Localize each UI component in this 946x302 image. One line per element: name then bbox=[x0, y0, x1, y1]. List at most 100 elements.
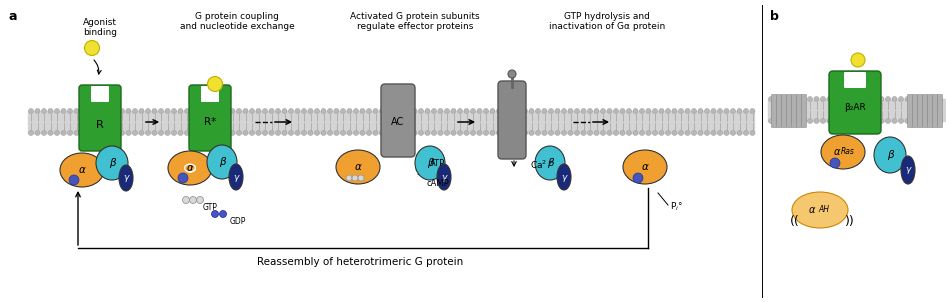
FancyBboxPatch shape bbox=[937, 95, 942, 127]
Circle shape bbox=[587, 130, 592, 136]
Circle shape bbox=[562, 108, 567, 114]
Circle shape bbox=[477, 130, 482, 136]
Circle shape bbox=[262, 108, 268, 114]
Ellipse shape bbox=[874, 137, 906, 173]
Circle shape bbox=[178, 108, 183, 114]
Circle shape bbox=[219, 210, 226, 217]
FancyBboxPatch shape bbox=[381, 84, 415, 157]
Circle shape bbox=[892, 97, 897, 101]
Circle shape bbox=[204, 130, 209, 136]
Circle shape bbox=[535, 130, 540, 136]
Circle shape bbox=[69, 175, 79, 185]
FancyBboxPatch shape bbox=[922, 95, 927, 127]
Circle shape bbox=[230, 130, 235, 136]
Circle shape bbox=[717, 130, 723, 136]
Circle shape bbox=[937, 118, 942, 124]
Text: Ras: Ras bbox=[841, 147, 855, 156]
Circle shape bbox=[653, 130, 657, 136]
Circle shape bbox=[386, 108, 391, 114]
Circle shape bbox=[425, 130, 430, 136]
Ellipse shape bbox=[119, 165, 133, 191]
Circle shape bbox=[191, 108, 196, 114]
FancyBboxPatch shape bbox=[777, 95, 781, 127]
Circle shape bbox=[346, 175, 352, 181]
Circle shape bbox=[412, 130, 417, 136]
Circle shape bbox=[814, 118, 819, 124]
Text: α: α bbox=[641, 162, 648, 172]
Circle shape bbox=[366, 130, 372, 136]
FancyBboxPatch shape bbox=[201, 86, 219, 102]
Circle shape bbox=[35, 108, 40, 114]
Circle shape bbox=[853, 118, 858, 124]
FancyBboxPatch shape bbox=[781, 95, 786, 127]
Circle shape bbox=[918, 97, 923, 101]
Circle shape bbox=[483, 130, 488, 136]
Circle shape bbox=[633, 173, 643, 183]
Circle shape bbox=[217, 108, 222, 114]
Circle shape bbox=[354, 130, 359, 136]
Circle shape bbox=[781, 118, 786, 124]
Circle shape bbox=[788, 118, 793, 124]
Circle shape bbox=[860, 97, 865, 101]
Circle shape bbox=[851, 53, 865, 67]
Circle shape bbox=[132, 108, 137, 114]
Circle shape bbox=[262, 130, 268, 136]
Circle shape bbox=[458, 130, 463, 136]
Circle shape bbox=[84, 40, 99, 56]
Circle shape bbox=[418, 108, 424, 114]
Circle shape bbox=[581, 108, 586, 114]
Circle shape bbox=[568, 108, 573, 114]
Circle shape bbox=[295, 130, 300, 136]
Circle shape bbox=[626, 130, 632, 136]
Circle shape bbox=[808, 97, 813, 101]
Circle shape bbox=[178, 173, 188, 183]
Circle shape bbox=[801, 97, 806, 101]
Circle shape bbox=[406, 108, 411, 114]
Circle shape bbox=[614, 130, 619, 136]
Circle shape bbox=[146, 130, 150, 136]
Circle shape bbox=[159, 108, 164, 114]
Text: R: R bbox=[96, 120, 104, 130]
Circle shape bbox=[211, 108, 216, 114]
Circle shape bbox=[775, 118, 780, 124]
Circle shape bbox=[230, 108, 235, 114]
Circle shape bbox=[781, 97, 786, 101]
Circle shape bbox=[470, 108, 476, 114]
Circle shape bbox=[94, 108, 98, 114]
Circle shape bbox=[119, 108, 125, 114]
Circle shape bbox=[833, 97, 838, 101]
Circle shape bbox=[918, 118, 923, 124]
FancyBboxPatch shape bbox=[927, 95, 933, 127]
Circle shape bbox=[840, 97, 845, 101]
Circle shape bbox=[830, 158, 840, 168]
Circle shape bbox=[28, 130, 33, 136]
Circle shape bbox=[724, 108, 729, 114]
Circle shape bbox=[899, 97, 903, 101]
Circle shape bbox=[717, 108, 723, 114]
Circle shape bbox=[352, 175, 358, 181]
Circle shape bbox=[750, 108, 755, 114]
Circle shape bbox=[302, 130, 307, 136]
Circle shape bbox=[386, 130, 391, 136]
FancyBboxPatch shape bbox=[91, 86, 109, 102]
Circle shape bbox=[393, 108, 397, 114]
Text: ATP: ATP bbox=[430, 159, 446, 168]
Text: GDP: GDP bbox=[230, 217, 246, 226]
Circle shape bbox=[574, 130, 580, 136]
Circle shape bbox=[207, 76, 222, 92]
FancyBboxPatch shape bbox=[79, 85, 121, 151]
Circle shape bbox=[184, 108, 189, 114]
Circle shape bbox=[912, 97, 917, 101]
Circle shape bbox=[730, 130, 735, 136]
Circle shape bbox=[607, 130, 612, 136]
Circle shape bbox=[594, 108, 599, 114]
Circle shape bbox=[126, 108, 131, 114]
Circle shape bbox=[256, 130, 261, 136]
Circle shape bbox=[438, 108, 443, 114]
Circle shape bbox=[885, 118, 890, 124]
Circle shape bbox=[549, 130, 553, 136]
Circle shape bbox=[211, 130, 216, 136]
Circle shape bbox=[107, 108, 112, 114]
Circle shape bbox=[639, 130, 644, 136]
Circle shape bbox=[872, 118, 878, 124]
